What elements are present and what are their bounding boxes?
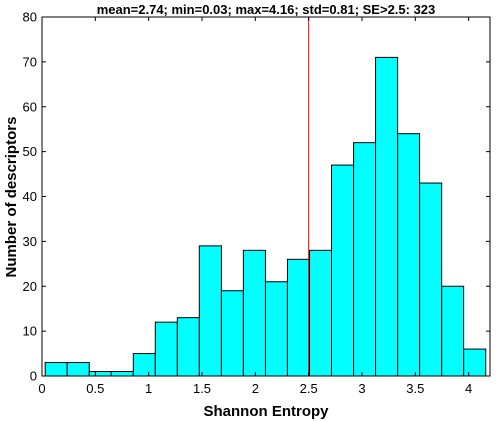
histogram-bar: [132, 353, 156, 377]
histogram-bar: [220, 290, 244, 377]
y-tick-label: 20: [23, 279, 37, 294]
histogram-bar: [463, 348, 487, 377]
y-tick-label: 80: [23, 10, 37, 25]
histogram-bar: [375, 56, 399, 377]
y-tick-label: 40: [23, 189, 37, 204]
histogram-bar: [242, 249, 266, 377]
x-axis-ticks: 0 0.5 1 1.5 2 2.5 3 3.5 4: [38, 17, 472, 396]
x-tick-label: 3.5: [406, 381, 424, 396]
y-axis-label: Number of descriptors: [3, 117, 20, 278]
histogram-bar: [353, 142, 377, 377]
histogram-bar: [176, 317, 200, 377]
histogram-bar: [198, 245, 222, 377]
y-tick-label: 60: [23, 99, 37, 114]
x-axis-label: Shannon Entropy: [204, 403, 330, 420]
histogram-bar: [397, 133, 421, 377]
y-tick-label: 10: [23, 324, 37, 339]
y-axis-ticks: 0 10 20 30 40 50 60 70 80: [23, 10, 490, 384]
bars-group: [44, 56, 487, 377]
x-tick-label: 1: [145, 381, 152, 396]
y-tick-label: 70: [23, 54, 37, 69]
chart-title: mean=2.74; min=0.03; max=4.16; std=0.81;…: [97, 2, 436, 17]
histogram-bar: [286, 258, 311, 377]
histogram-bar: [264, 281, 288, 377]
x-tick-label: 0: [38, 381, 45, 396]
histogram-bar: [330, 164, 355, 377]
histogram-bar: [154, 321, 178, 377]
y-tick-label: 30: [23, 234, 37, 249]
histogram-bar: [309, 249, 332, 377]
histogram-bar: [88, 371, 112, 377]
x-tick-label: 4: [465, 381, 472, 396]
histogram-bar: [66, 362, 90, 377]
x-tick-label: 2.5: [300, 381, 318, 396]
histogram-bar: [110, 371, 134, 377]
histogram-bar: [419, 182, 443, 377]
histogram-bar: [44, 362, 68, 377]
y-tick-label: 0: [30, 369, 37, 384]
x-tick-label: 3: [358, 381, 365, 396]
x-tick-label: 1.5: [193, 381, 211, 396]
histogram-bar: [441, 285, 465, 377]
y-tick-label: 50: [23, 144, 37, 159]
x-tick-label: 2: [252, 381, 259, 396]
x-tick-label: 0.5: [86, 381, 104, 396]
